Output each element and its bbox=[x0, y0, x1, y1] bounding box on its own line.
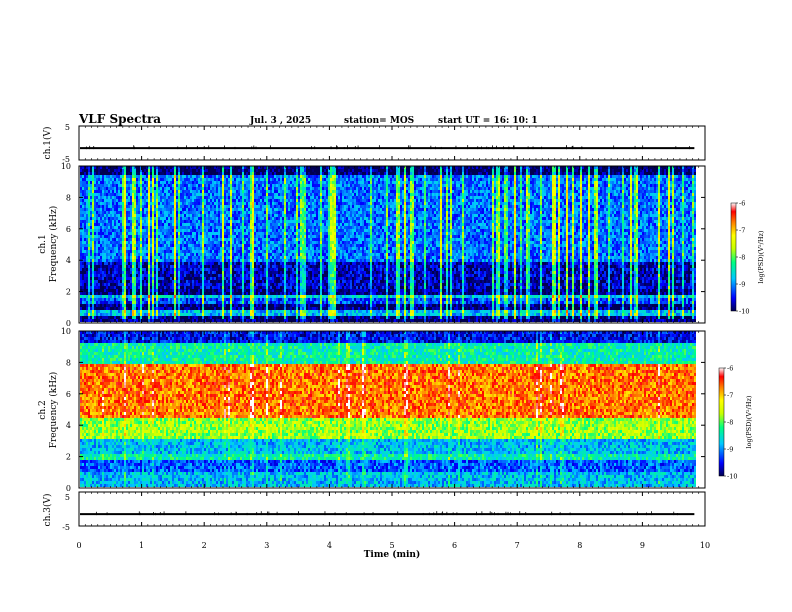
ch2-colorbar: -6 -7 -8 -9 -10 log(PSD)(V²/Hz) bbox=[718, 365, 753, 481]
frequency-tick-label: 10 bbox=[61, 162, 71, 171]
ch1-spec-ylabel-channel: ch.1 bbox=[38, 234, 48, 253]
ch2-spectrogram-panel: 0 2 4 6 8 10 ch.2 Frequency (kHz) bbox=[38, 327, 706, 493]
x-tick-label: 10 bbox=[700, 541, 710, 550]
colorbar-tick-label: -9 bbox=[727, 446, 733, 454]
ch2-spec-ylabel-channel: ch.2 bbox=[38, 400, 48, 419]
x-axis-label: Time (min) bbox=[364, 549, 421, 560]
x-tick-label: 2 bbox=[202, 541, 207, 550]
colorbar-tick-label: -10 bbox=[727, 473, 737, 481]
x-tick-label: 0 bbox=[76, 541, 81, 550]
ch2-spec-ylabel-frequency: Frequency (kHz) bbox=[48, 372, 59, 449]
colorbar-tick-label: -6 bbox=[727, 365, 733, 373]
colorbar-tick-label: -9 bbox=[739, 281, 745, 289]
ch3-voltage-ylabel: ch.3(V) bbox=[42, 494, 53, 527]
x-tick-label: 4 bbox=[327, 541, 332, 550]
ch1-spec-ylabel-frequency: Frequency (kHz) bbox=[48, 206, 59, 283]
ch1-spectrogram-panel: 0 2 4 6 8 10 ch.1 Frequency (kHz) bbox=[38, 162, 706, 328]
colorbar-tick-label: -6 bbox=[739, 200, 745, 208]
frequency-tick-label: 10 bbox=[61, 327, 71, 336]
colorbar-tick-label: -7 bbox=[739, 227, 745, 235]
x-tick-label: 7 bbox=[515, 541, 520, 550]
frequency-tick-label: 2 bbox=[66, 453, 71, 462]
x-tick-label: 5 bbox=[389, 541, 394, 550]
frequency-tick-label: 6 bbox=[66, 390, 71, 399]
ch1-colorbar-label: log(PSD)(V²/Hz) bbox=[757, 230, 765, 283]
frequency-tick-label: 4 bbox=[66, 421, 71, 430]
ch3-ytick-top: 5 bbox=[65, 493, 70, 502]
frequency-tick-label: 0 bbox=[66, 319, 71, 328]
ch1-voltage-frame bbox=[78, 125, 706, 161]
colorbar-tick-label: -8 bbox=[739, 254, 745, 262]
x-tick-label: 8 bbox=[577, 541, 582, 550]
ch1-colorbar: -6 -7 -8 -9 -10 log(PSD)(V²/Hz) bbox=[730, 200, 765, 316]
frequency-tick-label: 8 bbox=[66, 358, 71, 367]
colorbar-tick-label: -10 bbox=[739, 308, 749, 316]
ch1-spectrogram-image bbox=[80, 166, 696, 322]
colorbar-tick-label: -7 bbox=[727, 392, 733, 400]
x-tick-label: 3 bbox=[264, 541, 269, 550]
x-tick-label: 9 bbox=[640, 541, 645, 550]
x-axis-tick-labels: 0 1 2 3 4 5 6 7 8 9 10 bbox=[76, 541, 710, 550]
frequency-tick-label: 2 bbox=[66, 288, 71, 297]
figure-title: VLF Spectra bbox=[78, 112, 161, 126]
frequency-tick-label: 8 bbox=[66, 193, 71, 202]
ch3-ytick-bottom: -5 bbox=[62, 523, 70, 532]
x-tick-label: 6 bbox=[452, 541, 457, 550]
ch3-voltage-panel: 5 -5 ch.3(V) bbox=[42, 491, 706, 532]
x-tick-label: 1 bbox=[139, 541, 144, 550]
start-time-label: start UT = 16: 10: 1 bbox=[438, 116, 538, 126]
station-label: station= MOS bbox=[344, 116, 414, 126]
frequency-tick-label: 0 bbox=[66, 484, 71, 493]
colorbar-tick-label: -8 bbox=[727, 419, 733, 427]
frequency-tick-label: 4 bbox=[66, 256, 71, 265]
ch2-spectrogram-image bbox=[80, 331, 696, 487]
ch1-ytick-bottom: -5 bbox=[62, 155, 70, 164]
frequency-tick-label: 6 bbox=[66, 225, 71, 234]
ch1-ytick-top: 5 bbox=[65, 123, 70, 132]
ch1-voltage-panel: 5 -5 ch.1(V) bbox=[42, 123, 706, 164]
ch1-voltage-ylabel: ch.1(V) bbox=[42, 127, 53, 160]
ch2-colorbar-label: log(PSD)(V²/Hz) bbox=[745, 395, 753, 448]
date-label: Jul. 3 , 2025 bbox=[249, 116, 311, 126]
